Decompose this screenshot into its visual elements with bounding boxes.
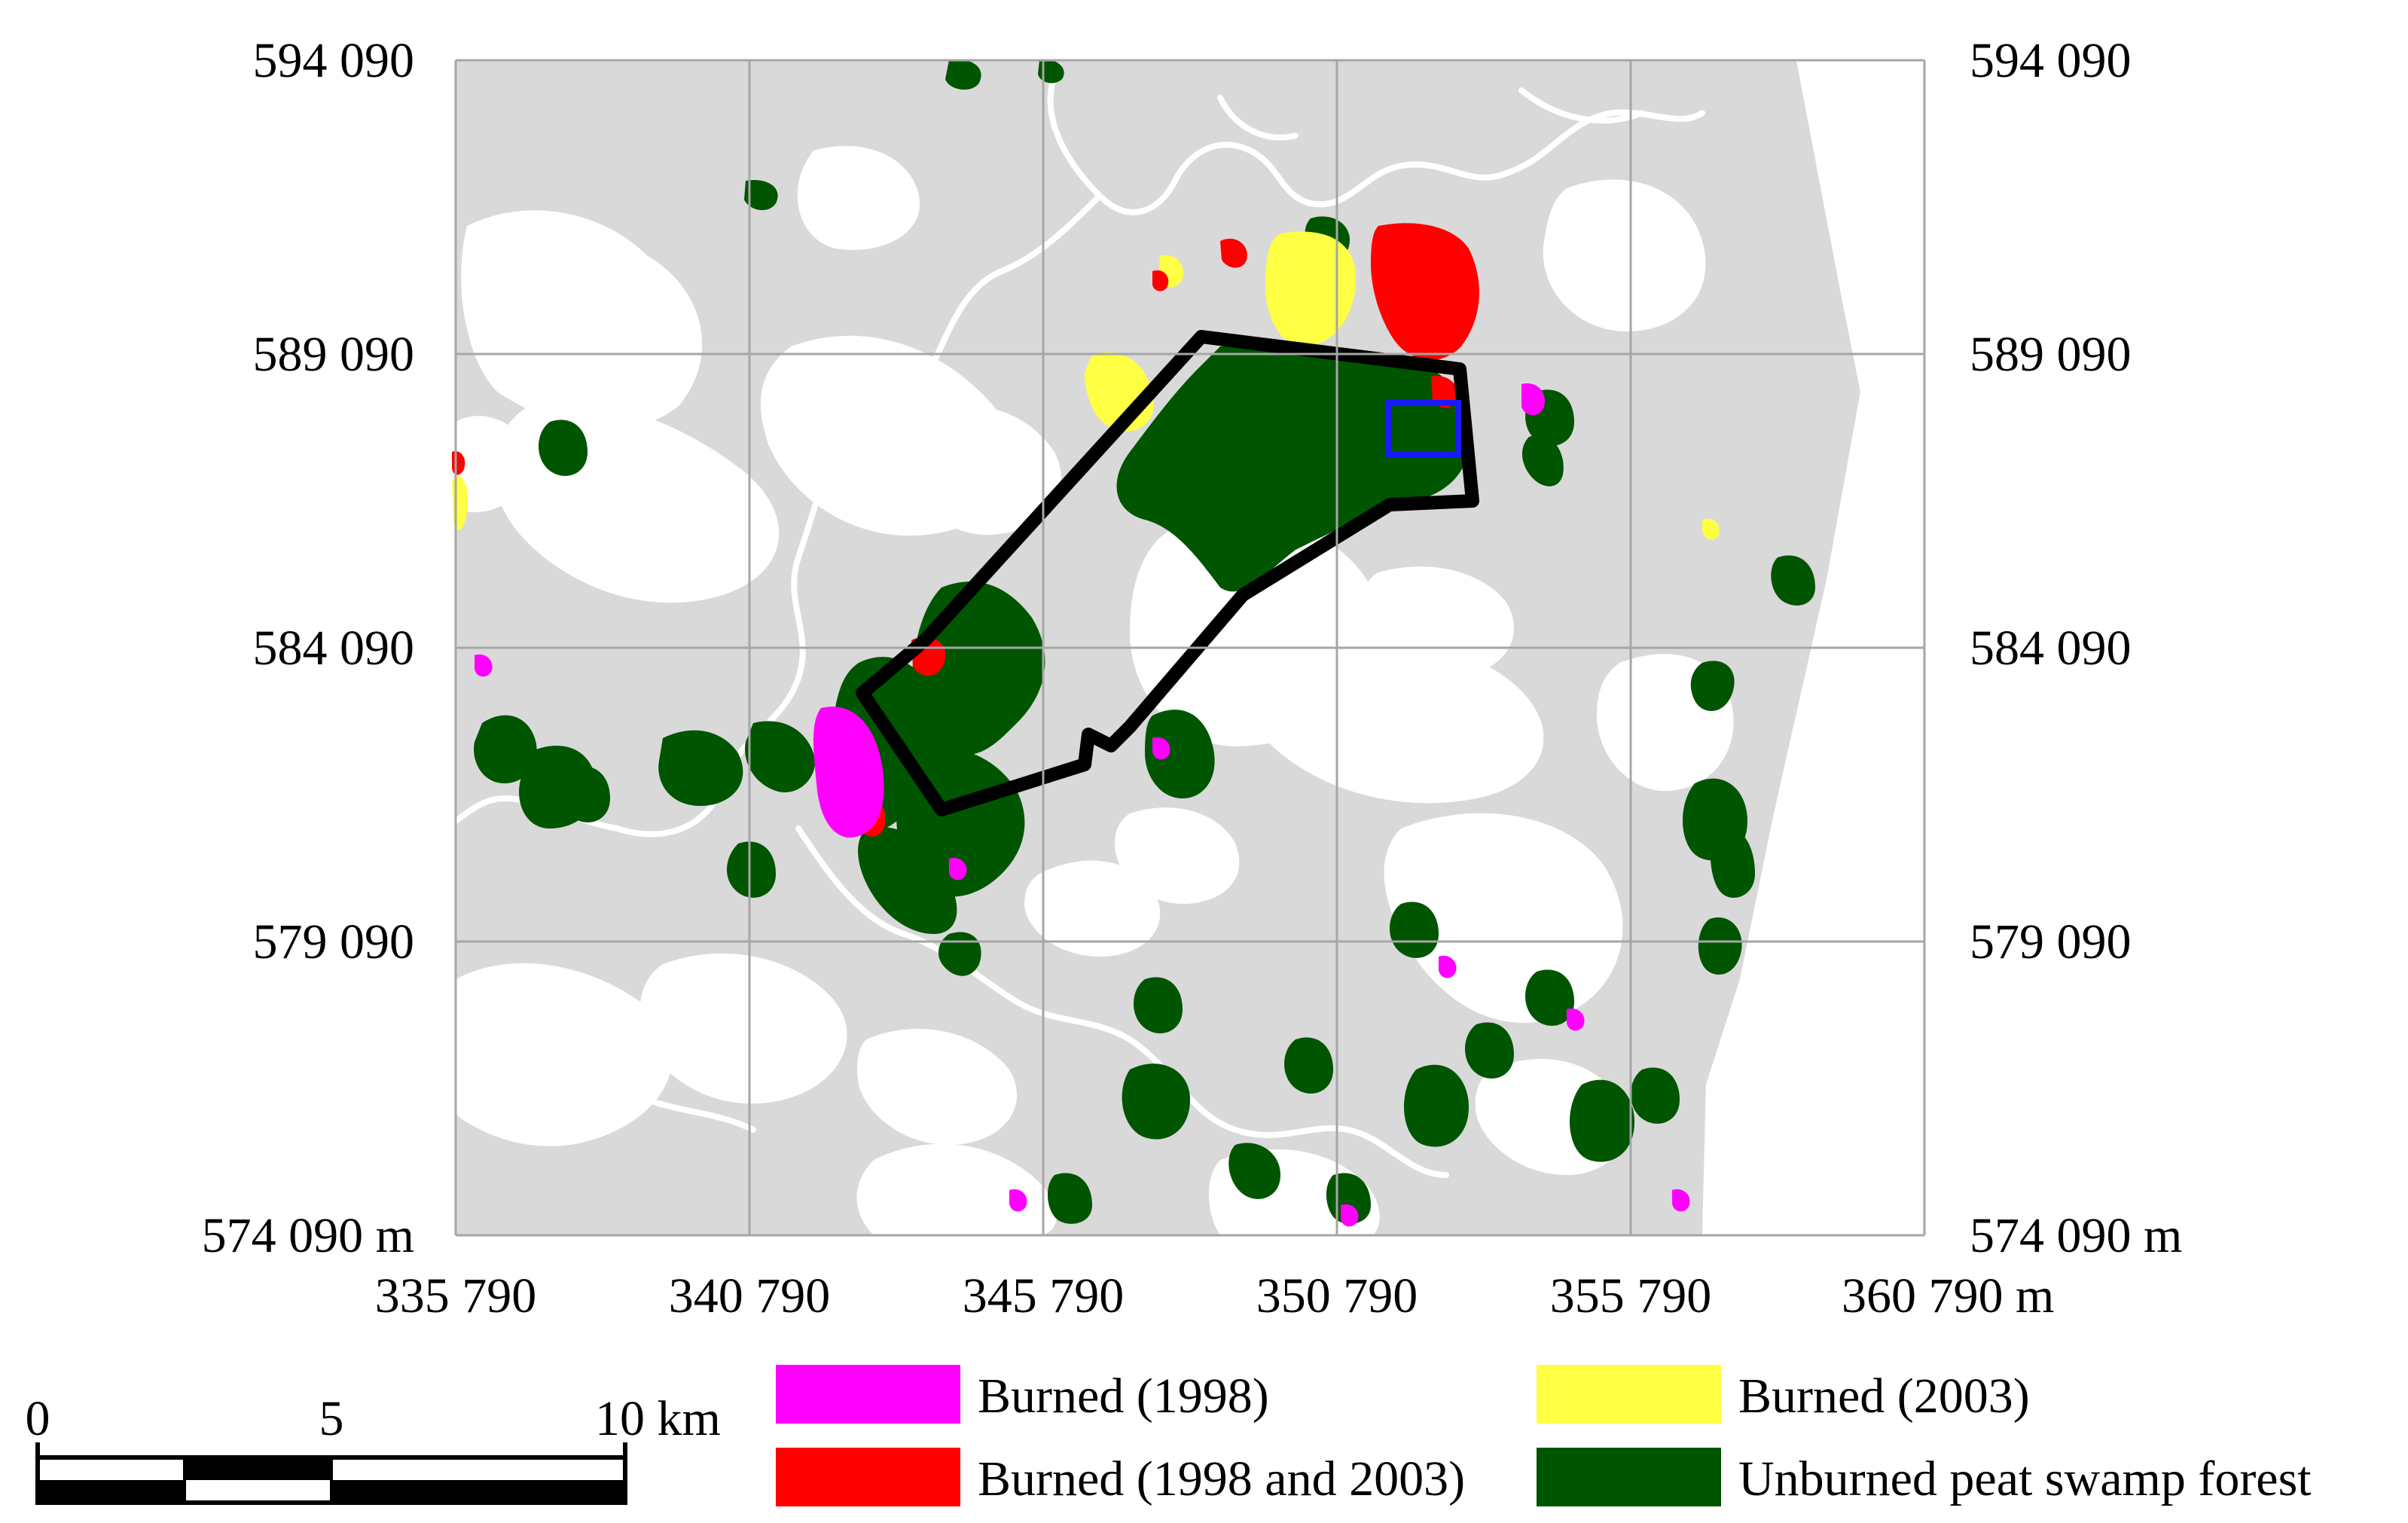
y-tick-label: 584 090: [253, 621, 415, 676]
scale-segment: [185, 1457, 331, 1480]
y-tick-label: 589 090: [253, 327, 415, 382]
legend: Burned (1998) Burned (2003) Burned (1998…: [776, 1365, 2312, 1506]
y-tick-label-right: 594 090: [1970, 33, 2132, 88]
y-tick-label-right: 574 090 m: [1970, 1208, 2182, 1263]
x-tick-label: 355 790: [1550, 1268, 1712, 1323]
x-tick-label: 345 790: [963, 1268, 1125, 1323]
y-tick-label-right: 589 090: [1970, 327, 2132, 382]
legend-swatch: [776, 1448, 960, 1506]
burned-1998: [475, 383, 1690, 1227]
y-tick-label-right: 584 090: [1970, 621, 2132, 676]
legend-item-burned-1998-2003: Burned (1998 and 2003): [776, 1448, 1465, 1506]
legend-label: Burned (1998): [978, 1369, 1269, 1424]
legend-label: Burned (1998 and 2003): [978, 1451, 1465, 1506]
y-axis-right: 594 090 589 090 584 090 579 090 574 090 …: [1970, 33, 2182, 1263]
y-tick-label: 574 090 m: [202, 1208, 414, 1263]
x-axis: 335 790 340 790 345 790 350 790 355 790 …: [375, 1268, 2055, 1323]
study-area-boundary: [856, 330, 1479, 816]
scale-segment: [38, 1480, 185, 1503]
legend-item-unburned-forest: Unburned peat swamp forest: [1537, 1448, 2312, 1506]
x-tick-label: 360 790 m: [1842, 1268, 2054, 1323]
y-tick-label: 579 090: [253, 914, 415, 969]
y-axis-left: 594 090 589 090 584 090 579 090 574 090 …: [202, 33, 414, 1263]
scale-segment: [331, 1480, 625, 1503]
inset-box: [1385, 400, 1461, 457]
x-tick-label: 350 790: [1256, 1268, 1418, 1323]
y-tick-label-right: 579 090: [1970, 914, 2132, 969]
legend-item-burned-1998: Burned (1998): [776, 1365, 1269, 1424]
scale-label-10: 10 km: [595, 1391, 721, 1446]
legend-label: Unburned peat swamp forest: [1738, 1451, 2312, 1506]
legend-swatch: [776, 1365, 960, 1424]
coordinate-grid: [454, 59, 1926, 1237]
scale-bar: 0 5 10 km: [26, 1391, 721, 1505]
x-tick-label: 340 790: [669, 1268, 831, 1323]
y-tick-label: 594 090: [253, 33, 415, 88]
scale-label-0: 0: [26, 1391, 50, 1446]
legend-label: Burned (2003): [1738, 1369, 2030, 1424]
legend-swatch: [1537, 1365, 1721, 1424]
scale-label-5: 5: [319, 1391, 344, 1446]
legend-swatch: [1537, 1448, 1721, 1506]
legend-item-burned-2003: Burned (2003): [1537, 1365, 2030, 1424]
burned-2003: [452, 231, 1720, 540]
x-tick-label: 335 790: [375, 1268, 537, 1323]
